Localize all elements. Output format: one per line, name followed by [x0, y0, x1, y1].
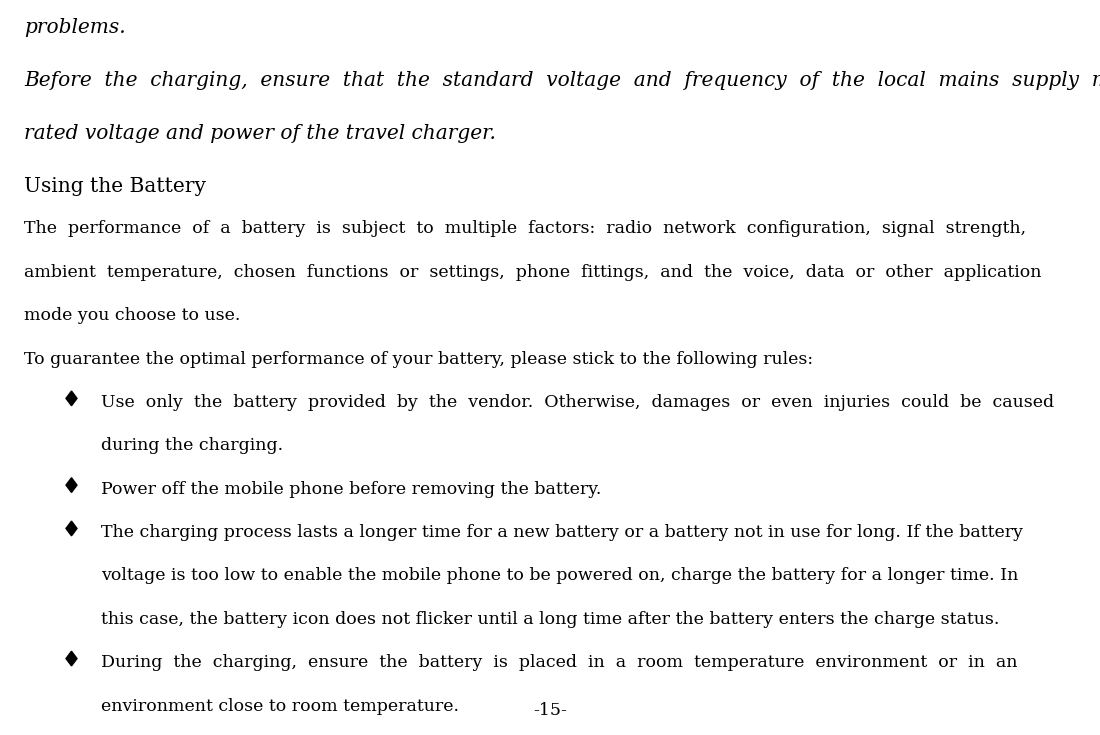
Text: during the charging.: during the charging. — [101, 437, 284, 454]
Text: Use  only  the  battery  provided  by  the  vendor.  Otherwise,  damages  or  ev: Use only the battery provided by the ven… — [101, 394, 1054, 411]
Text: During  the  charging,  ensure  the  battery  is  placed  in  a  room  temperatu: During the charging, ensure the battery … — [101, 654, 1018, 671]
Text: rated voltage and power of the travel charger.: rated voltage and power of the travel ch… — [24, 124, 496, 143]
Polygon shape — [66, 521, 77, 536]
Text: The charging process lasts a longer time for a new battery or a battery not in u: The charging process lasts a longer time… — [101, 524, 1023, 541]
Text: Power off the mobile phone before removing the battery.: Power off the mobile phone before removi… — [101, 481, 602, 498]
Text: this case, the battery icon does not flicker until a long time after the battery: this case, the battery icon does not fli… — [101, 611, 1000, 628]
Text: Before  the  charging,  ensure  that  the  standard  voltage  and  frequency  of: Before the charging, ensure that the sta… — [24, 71, 1100, 90]
Text: mode you choose to use.: mode you choose to use. — [24, 307, 241, 324]
Polygon shape — [66, 391, 77, 406]
Text: problems.: problems. — [24, 18, 125, 37]
Text: The  performance  of  a  battery  is  subject  to  multiple  factors:  radio  ne: The performance of a battery is subject … — [24, 220, 1026, 237]
Text: ambient  temperature,  chosen  functions  or  settings,  phone  fittings,  and  : ambient temperature, chosen functions or… — [24, 264, 1042, 281]
Polygon shape — [66, 651, 77, 666]
Text: To guarantee the optimal performance of your battery, please stick to the follow: To guarantee the optimal performance of … — [24, 351, 813, 368]
Text: -15-: -15- — [534, 702, 566, 719]
Text: Using the Battery: Using the Battery — [24, 177, 206, 196]
Text: voltage is too low to enable the mobile phone to be powered on, charge the batte: voltage is too low to enable the mobile … — [101, 567, 1019, 584]
Polygon shape — [66, 478, 77, 492]
Text: environment close to room temperature.: environment close to room temperature. — [101, 698, 459, 714]
